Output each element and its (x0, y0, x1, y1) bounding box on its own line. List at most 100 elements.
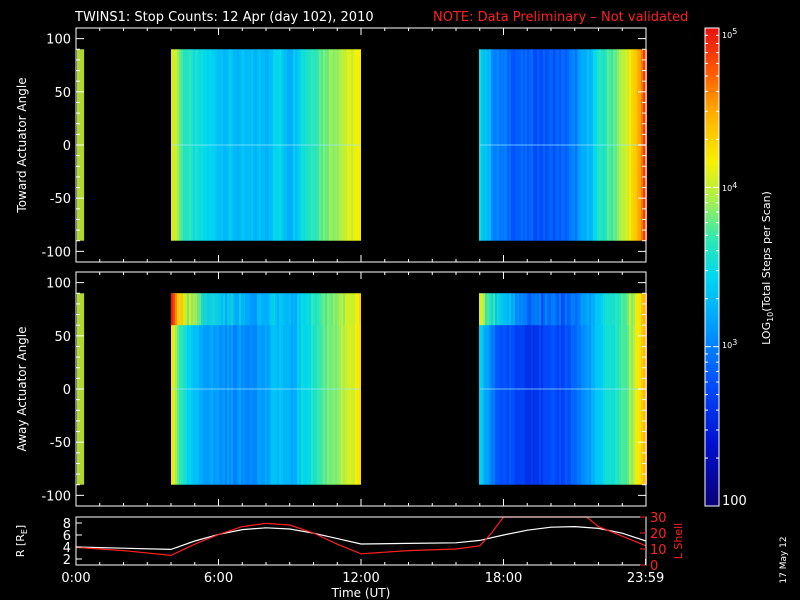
toward-ylabel: Toward Actuator Angle (15, 77, 29, 213)
heatmap-column (615, 293, 617, 485)
heatmap-hot-band (251, 293, 253, 326)
heatmap-column (271, 49, 273, 241)
heatmap-hot-band (257, 293, 259, 326)
heatmap-column (335, 293, 337, 485)
heatmap-column (599, 49, 601, 241)
heatmap-column (501, 293, 503, 485)
heatmap-column (293, 293, 295, 485)
y-tick-label: -100 (41, 245, 71, 260)
heatmap-column (191, 293, 193, 485)
heatmap-column (299, 293, 301, 485)
x-tick-label: 6:00 (204, 571, 233, 586)
heatmap-column (261, 293, 263, 485)
heatmap-hot-band (537, 293, 539, 326)
heatmap-hot-band (643, 293, 645, 326)
orbit-left-tick-label: 4 (63, 541, 71, 556)
heatmap-hot-band (177, 293, 179, 326)
heatmap-column (191, 49, 193, 241)
heatmap-column (611, 49, 613, 241)
heatmap-column (597, 49, 599, 241)
heatmap-column (337, 49, 339, 241)
heatmap-column (235, 49, 237, 241)
heatmap-column (629, 49, 631, 241)
heatmap-hot-band (525, 293, 527, 326)
heatmap-column (171, 49, 173, 241)
heatmap-column (491, 49, 493, 241)
heatmap-column (225, 49, 227, 241)
heatmap-column (273, 49, 275, 241)
heatmap-hot-band (513, 293, 515, 326)
heatmap-column (615, 49, 617, 241)
heatmap-column (323, 293, 325, 485)
heatmap-hot-band (595, 293, 597, 326)
heatmap-column (611, 293, 613, 485)
heatmap-column (331, 49, 333, 241)
heatmap-column (311, 293, 313, 485)
heatmap-column (545, 293, 547, 485)
heatmap-column (593, 49, 595, 241)
heatmap-column (349, 293, 351, 485)
heatmap-hot-band (581, 293, 583, 326)
away-heatmap (77, 293, 647, 485)
heatmap-column (489, 293, 491, 485)
heatmap-column (279, 49, 281, 241)
heatmap-column (551, 49, 553, 241)
heatmap-column (215, 49, 217, 241)
heatmap-column (337, 293, 339, 485)
heatmap-column (249, 49, 251, 241)
heatmap-column (617, 293, 619, 485)
heatmap-hot-band (555, 293, 557, 326)
heatmap-column (565, 293, 567, 485)
heatmap-hot-band (347, 293, 349, 326)
heatmap-column (595, 49, 597, 241)
heatmap-column (313, 293, 315, 485)
heatmap-column (185, 49, 187, 241)
heatmap-column (315, 293, 317, 485)
heatmap-hot-band (627, 293, 629, 326)
heatmap-hot-band (611, 293, 613, 326)
heatmap-column (247, 293, 249, 485)
heatmap-column (253, 49, 255, 241)
heatmap-hot-band (271, 293, 273, 326)
heatmap-column (551, 293, 553, 485)
heatmap-hot-band (485, 293, 487, 326)
heatmap-column (633, 49, 635, 241)
heatmap-column (231, 49, 233, 241)
heatmap-hot-band (535, 293, 537, 326)
heatmap-column (331, 293, 333, 485)
heatmap-hot-band (481, 293, 483, 326)
heatmap-hot-band (633, 293, 635, 326)
colorbar-ticks (705, 34, 719, 507)
heatmap-column (353, 293, 355, 485)
colorbar-tick-mid: 104 (722, 181, 737, 193)
heatmap-hot-band (187, 293, 189, 326)
heatmap-column (271, 293, 273, 485)
heatmap-column (233, 49, 235, 241)
heatmap-hot-band (515, 293, 517, 326)
heatmap-column (515, 293, 517, 485)
heatmap-hot-band (549, 293, 551, 326)
heatmap-column (175, 49, 177, 241)
heatmap-hot-band (323, 293, 325, 326)
heatmap-column (277, 49, 279, 241)
heatmap-column (553, 293, 555, 485)
heatmap-column (523, 49, 525, 241)
heatmap-column (557, 49, 559, 241)
heatmap-column (251, 49, 253, 241)
colorbar-tick-top: 105 (722, 27, 737, 40)
heatmap-column (233, 293, 235, 485)
heatmap-hot-band (307, 293, 309, 326)
heatmap-column (347, 49, 349, 241)
heatmap-column (201, 49, 203, 241)
heatmap-hot-band (543, 293, 545, 326)
heatmap-hot-band (315, 293, 317, 326)
heatmap-column (181, 293, 183, 485)
heatmap-column (511, 293, 513, 485)
heatmap-hot-band (201, 293, 203, 326)
heatmap-column (255, 293, 257, 485)
heatmap-column (483, 49, 485, 241)
heatmap-hot-band (239, 293, 241, 326)
heatmap-column (181, 49, 183, 241)
heatmap-hot-band (505, 293, 507, 326)
